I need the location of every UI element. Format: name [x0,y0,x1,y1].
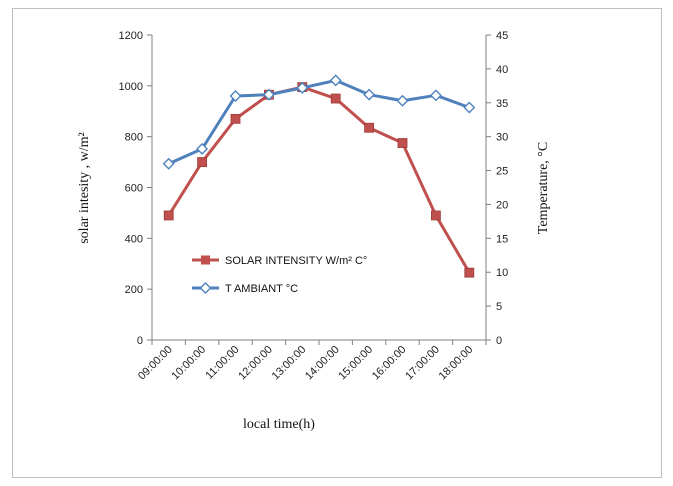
data-point-diamond [396,94,409,107]
right-tick-label: 45 [496,30,508,42]
x-axis: 09:00:0010:00:0011:00:0012:00:0013:00:00… [136,339,487,383]
x-tick-label: 15:00:00 [336,344,375,383]
legend-marker-diamond [199,282,212,294]
data-point-diamond [196,142,209,155]
x-tick-label: 17:00:00 [403,344,442,383]
data-point-square [430,210,441,221]
data-point-diamond [262,88,275,101]
right-tick-label: 25 [496,166,508,178]
x-tick-label: 13:00:00 [270,344,309,383]
series-line [167,85,471,274]
left-tick-label: 1000 [119,81,143,93]
data-point-diamond [363,88,376,101]
data-point-square [364,122,375,133]
legend-label: T AMBIANT °C [225,283,298,295]
right-axis-title: Temperature, °C [536,142,551,234]
left-tick-label: 200 [125,284,143,296]
x-tick-label: 09:00:00 [136,344,175,383]
left-tick-label: 800 [125,132,143,144]
x-tick-label: 11:00:00 [203,344,241,382]
data-point-diamond [296,81,309,94]
x-tick-label: 14:00:00 [303,344,342,383]
data-point-square [197,157,208,167]
data-point-diamond [162,157,175,170]
left-tick-label: 1200 [119,30,143,42]
chart-frame [12,8,662,478]
right-y-axis: 0 5 10 15 20 25 30 35 40 45 [485,30,508,347]
right-tick-label: 30 [496,132,508,144]
x-tick-label: 10:00:00 [169,344,208,383]
x-tick-label: 16:00:00 [370,344,409,383]
left-tick-label: 0 [137,335,143,347]
data-point-square [230,113,241,124]
right-tick-label: 20 [496,199,508,211]
data-point-diamond [429,89,442,102]
right-tick-label: 40 [496,64,508,76]
legend-marker-square [201,255,210,265]
series-line [168,78,470,166]
right-tick-label: 35 [496,98,508,110]
right-tick-label: 15 [496,233,508,245]
data-point-diamond [329,74,342,87]
series-2 [162,74,476,170]
left-tick-label: 400 [125,233,143,245]
series-layer [162,74,476,278]
right-tick-label: 5 [496,301,502,313]
data-point-square [163,210,174,221]
data-point-diamond [229,90,242,102]
legend-label: SOLAR INTENSITY W/m² C° [225,255,367,267]
right-tick-label: 10 [496,267,508,279]
x-axis-title: local time(h) [243,417,315,432]
series-1 [163,82,475,278]
right-tick-label: 0 [496,335,502,347]
legend: SOLAR INTENSITY W/m² C° T AMBIANT °C [192,255,367,295]
left-axis-title: solar intesity , w/m² [77,132,92,244]
left-tick-label: 600 [125,183,143,195]
data-point-square [330,93,341,104]
data-point-diamond [463,101,476,114]
data-point-square [464,267,475,278]
x-tick-label: 12:00:00 [236,344,275,383]
x-tick-label: 18:00:00 [437,344,476,383]
data-point-square [397,138,408,148]
left-y-axis: 0 200 400 600 800 1000 1200 [119,30,153,347]
